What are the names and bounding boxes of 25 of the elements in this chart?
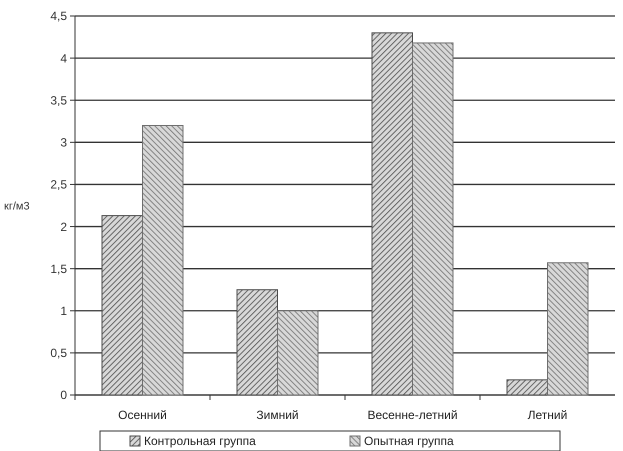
y-tick-label: 4: [60, 51, 68, 66]
y-tick-label: 0,5: [50, 346, 68, 360]
bar: [102, 215, 143, 396]
y-tick-label: 1,5: [50, 262, 68, 276]
bar: [372, 32, 413, 396]
legend-label: Контрольная группа: [144, 434, 256, 448]
bar: [506, 379, 548, 396]
bar: [277, 310, 318, 396]
bar: [142, 124, 184, 396]
y-tick-label: 1: [60, 304, 68, 318]
x-tick-label: Осенний: [118, 408, 167, 422]
x-tick-label: Летний: [528, 408, 568, 422]
legend-label: Опытная группа: [364, 434, 454, 448]
y-tick-label: 4,5: [50, 9, 68, 24]
y-axis-title: кг/м3: [4, 200, 30, 212]
y-tick-label: 0: [60, 388, 68, 402]
y-tick-label: 2: [60, 220, 68, 234]
bar: [236, 289, 278, 396]
bar: [412, 42, 454, 396]
y-tick-label: 2,5: [50, 178, 68, 192]
x-tick-label: Весенне-летний: [367, 408, 458, 422]
y-tick-label: 3: [60, 136, 68, 150]
y-tick-label: 3,5: [50, 93, 68, 108]
bar: [547, 262, 588, 396]
x-tick-label: Зимний: [256, 408, 299, 422]
